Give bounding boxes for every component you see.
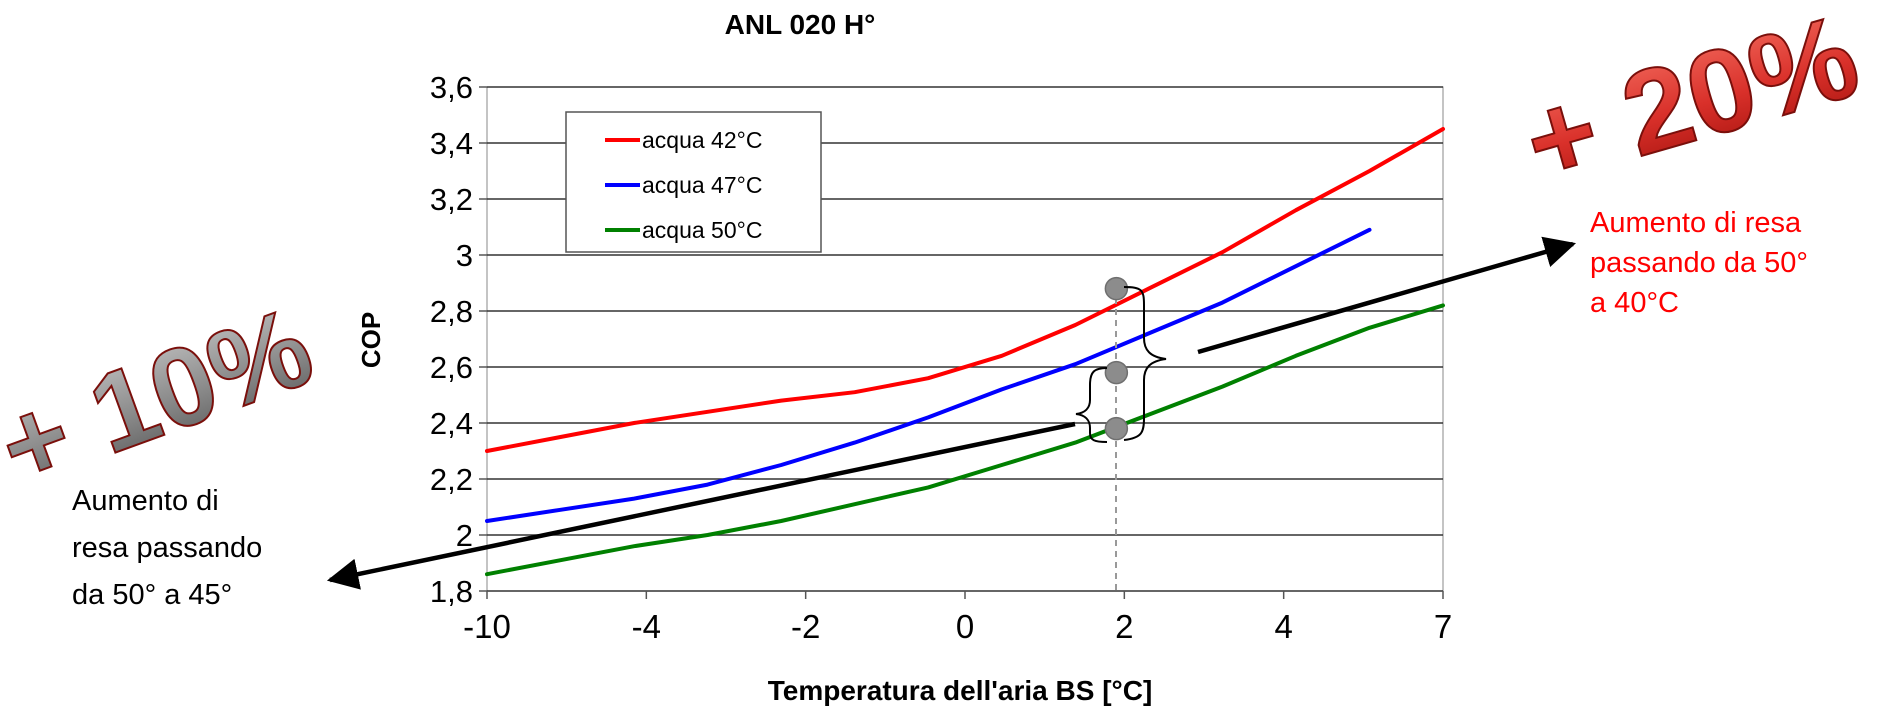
brace-lower <box>1075 367 1108 443</box>
x-tick-label: -10 <box>463 608 511 645</box>
highlight-marker <box>1104 416 1129 441</box>
x-tick-label: -4 <box>632 608 661 645</box>
y-tick-label: 2,2 <box>430 462 473 497</box>
right-annotation: Aumento di resa passando da 50° a 40°C <box>1590 207 1808 319</box>
right-annotation-line-3: a 40°C <box>1590 287 1679 319</box>
brace-upper <box>1123 286 1167 441</box>
y-tick-label: 2 <box>456 518 473 553</box>
arrow-left <box>326 421 1076 590</box>
x-axis-label: Temperatura dell'aria BS [°C] <box>768 675 1153 706</box>
legend-label: acqua 42°C <box>642 127 762 153</box>
plus-10-percent-label: + 10% <box>0 283 328 510</box>
series-line <box>485 227 1372 523</box>
series-lines <box>485 127 1445 577</box>
x-tick-label: 0 <box>956 608 974 645</box>
highlight-markers <box>1104 276 1129 441</box>
x-tick-label: 4 <box>1274 608 1292 645</box>
series-line <box>485 127 1445 453</box>
y-tick-label: 2,6 <box>430 350 473 385</box>
legend: acqua 42°C acqua 47°C acqua 50°C <box>565 111 822 253</box>
series-line <box>485 303 1445 577</box>
highlight-marker <box>1104 360 1129 385</box>
y-tick-label: 3,2 <box>430 182 473 217</box>
y-tick-label: 3 <box>456 238 473 273</box>
y-tick-label: 2,4 <box>430 406 473 441</box>
x-tick-labels: -10 -4 -2 0 2 4 7 <box>463 591 1452 645</box>
y-tick-labels: 1,8 2 2,2 2,4 2,6 2,8 3 3,2 3,4 3,6 <box>430 70 487 609</box>
legend-label: acqua 50°C <box>642 217 762 243</box>
legend-label: acqua 47°C <box>642 172 762 198</box>
x-tick-label: 7 <box>1434 608 1452 645</box>
x-tick-label: 2 <box>1115 608 1133 645</box>
y-tick-label: 3,6 <box>430 70 473 105</box>
right-annotation-line-2: passando da 50° <box>1590 247 1808 279</box>
y-tick-label: 2,8 <box>430 294 473 329</box>
y-axis-label: COP <box>356 312 386 368</box>
x-tick-label: -2 <box>791 608 820 645</box>
arrow-right <box>1197 236 1577 355</box>
left-annotation-line-1: Aumento di <box>72 485 219 517</box>
y-tick-label: 1,8 <box>430 574 473 609</box>
left-annotation: Aumento di resa passando da 50° a 45° <box>72 485 262 611</box>
y-tick-label: 3,4 <box>430 126 473 161</box>
chart-title: ANL 020 H° <box>725 9 876 40</box>
highlight-marker <box>1104 276 1129 301</box>
right-annotation-line-1: Aumento di resa <box>1590 207 1802 239</box>
annotation-arrows <box>326 236 1577 590</box>
plus-20-percent-label: + 20% <box>1511 0 1872 210</box>
braces <box>1075 286 1167 443</box>
left-annotation-line-2: resa passando <box>72 532 262 564</box>
left-annotation-line-3: da 50° a 45° <box>72 579 232 611</box>
